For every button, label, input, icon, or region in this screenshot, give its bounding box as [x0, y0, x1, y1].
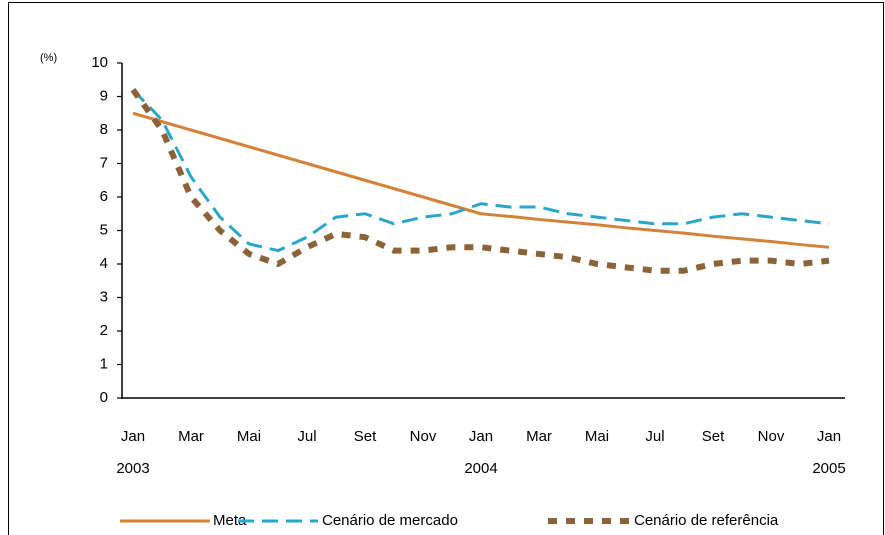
- x-tick-label: Set: [354, 428, 377, 445]
- frame: [8, 2, 884, 535]
- y-tick-label: 3: [100, 288, 108, 305]
- x-tick-label: Jan: [469, 428, 493, 445]
- x-tick-label: Mai: [585, 428, 609, 445]
- series-line: [131, 88, 830, 253]
- series-line: [130, 88, 830, 274]
- x-tick-label: Jan: [817, 428, 841, 445]
- x-year-label: 2004: [464, 460, 497, 477]
- x-tick-label: Nov: [410, 428, 437, 445]
- legend-label: Cenário de mercado: [322, 512, 458, 529]
- x-year-label: 2005: [812, 460, 845, 477]
- y-tick-label: 8: [100, 121, 108, 138]
- legend-label: Cenário de referência: [634, 512, 779, 529]
- y-tick-label: 1: [100, 355, 108, 372]
- x-year-label: 2003: [116, 460, 149, 477]
- x-tick-label: Jul: [645, 428, 664, 445]
- x-tick-label: Jul: [297, 428, 316, 445]
- x-tick-label: Set: [702, 428, 725, 445]
- y-tick-label: 5: [100, 221, 108, 238]
- legend-label: Meta: [213, 512, 247, 529]
- y-tick-label: 9: [100, 87, 108, 104]
- x-tick-label: Mai: [237, 428, 261, 445]
- y-tick-label: 2: [100, 322, 108, 339]
- x-tick-label: Jan: [121, 428, 145, 445]
- y-tick-label: 6: [100, 188, 108, 205]
- y-unit-label: (%): [40, 52, 57, 64]
- x-tick-label: Mar: [526, 428, 552, 445]
- y-tick-label: 0: [100, 389, 108, 406]
- x-tick-label: Nov: [758, 428, 785, 445]
- y-tick-label: 7: [100, 154, 108, 171]
- y-tick-label: 10: [91, 54, 108, 71]
- y-tick-label: 4: [100, 255, 108, 272]
- x-tick-label: Mar: [178, 428, 204, 445]
- series-line: [132, 111, 830, 249]
